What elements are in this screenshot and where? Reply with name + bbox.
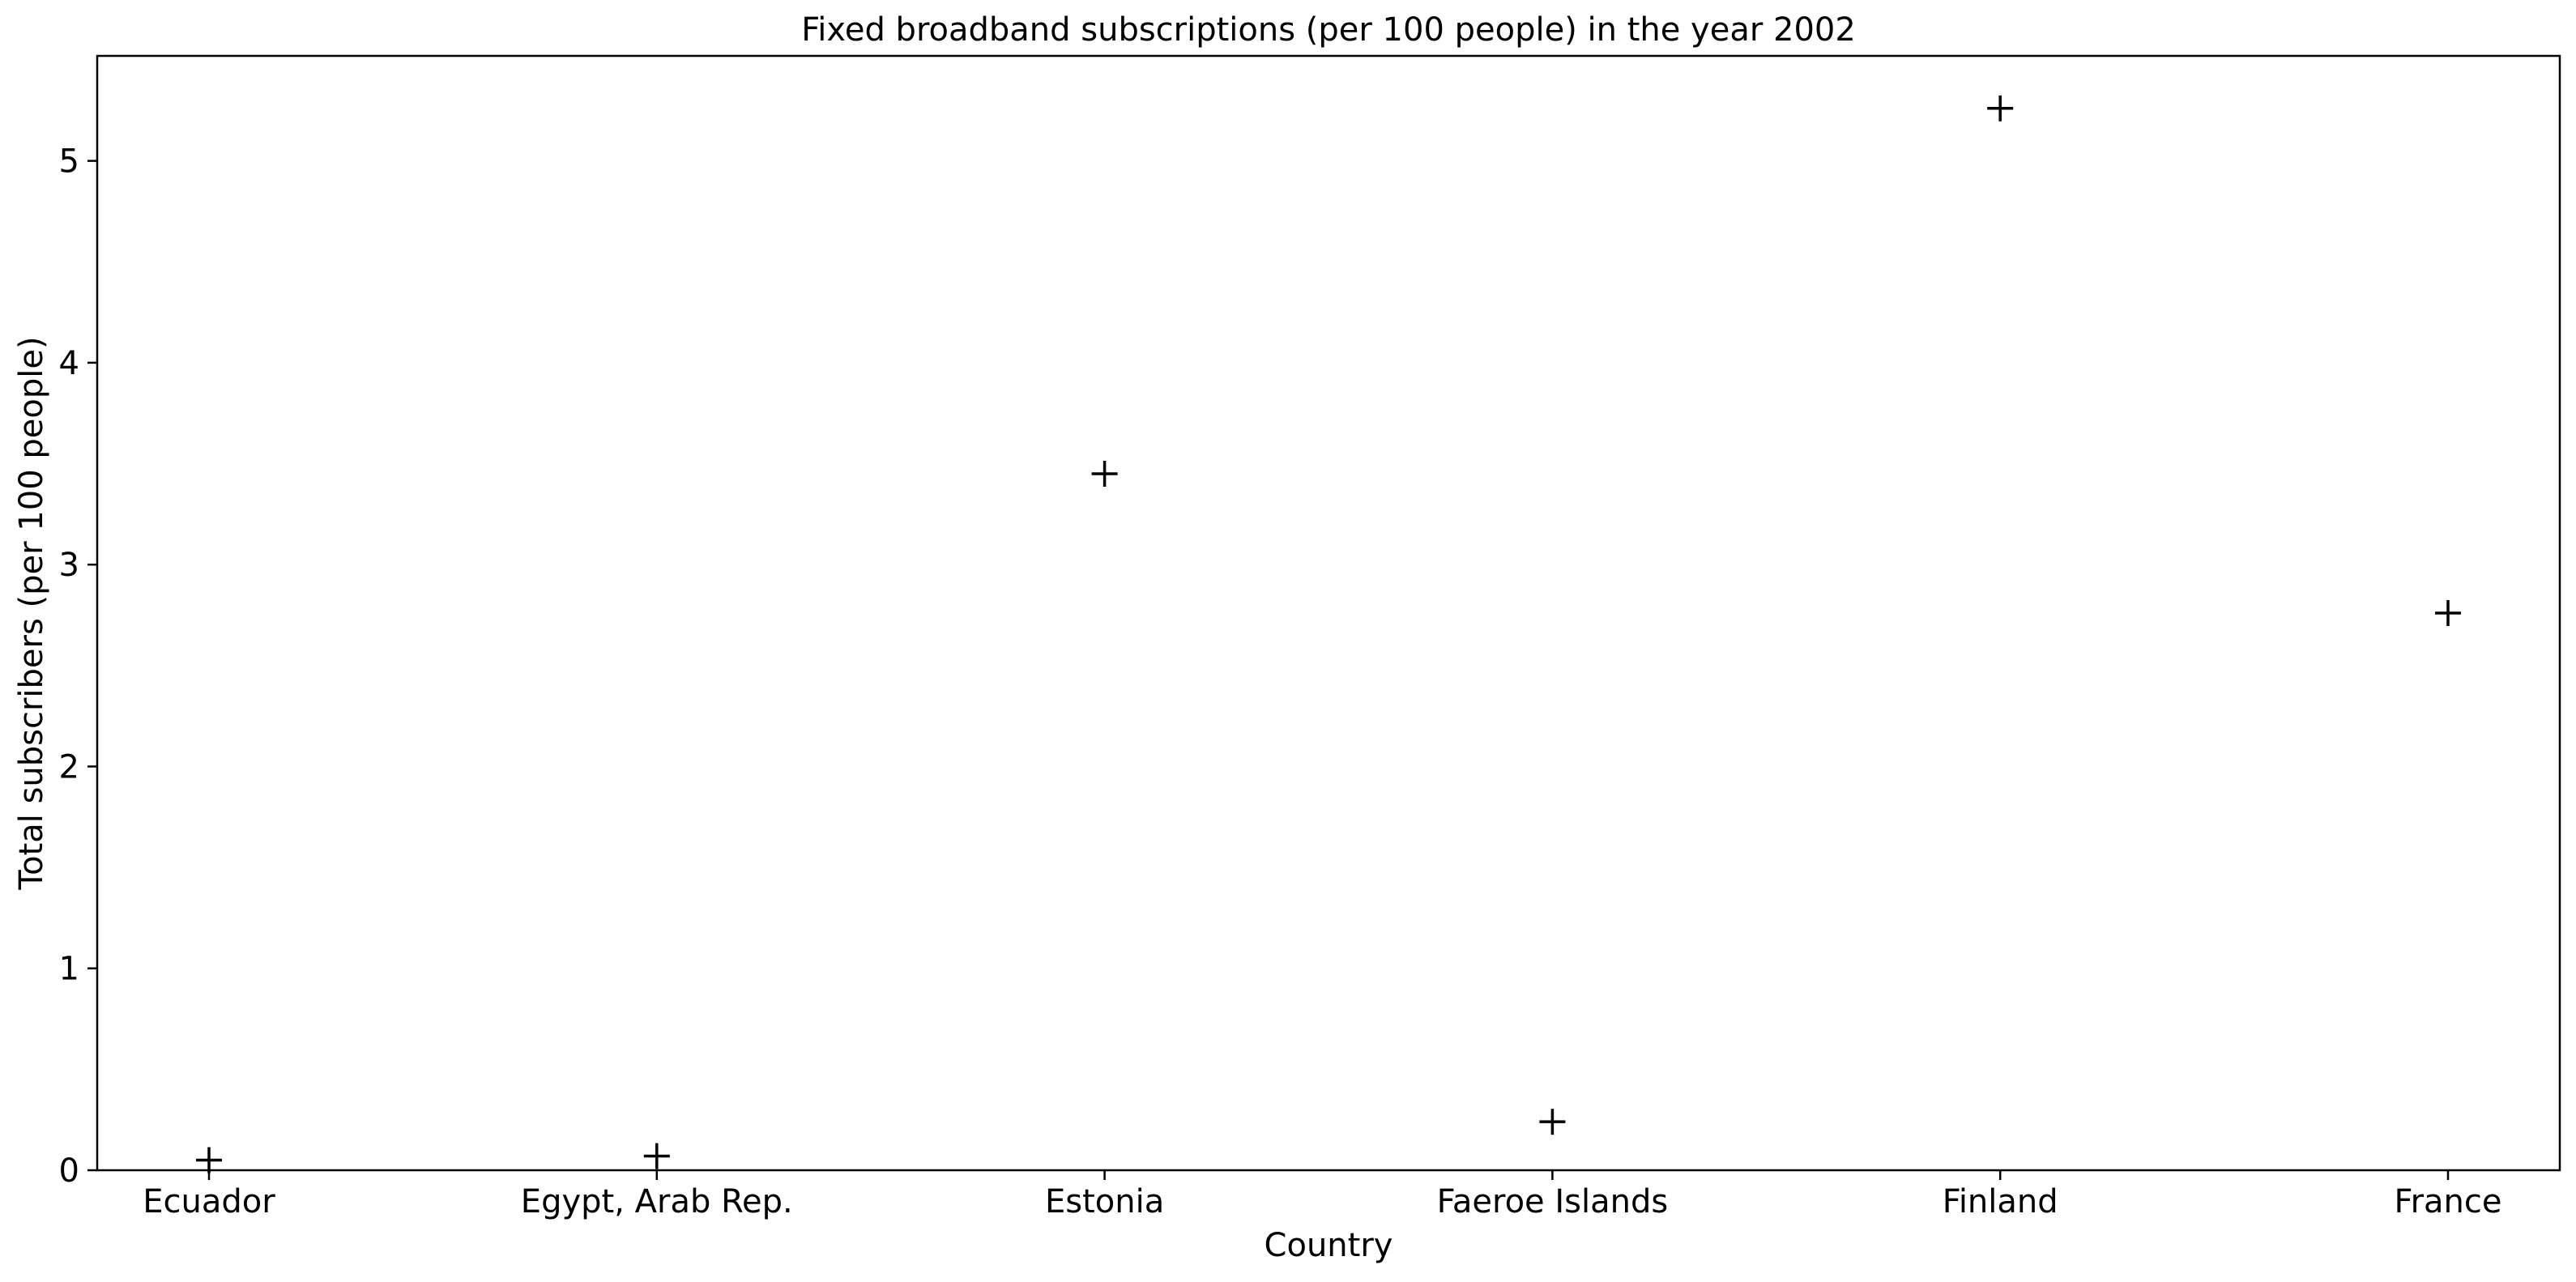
x-axis-ticks: Ecuador Egypt, Arab Rep. Estonia Faeroe Isl… — [143, 1170, 2502, 1220]
chart-title: Fixed broadband subscriptions (per 100 p… — [801, 11, 1856, 49]
data-point — [1539, 1109, 1566, 1135]
data-point — [196, 1147, 222, 1173]
x-tick-label: Egypt, Arab Rep. — [521, 1183, 793, 1220]
y-tick-label: 3 — [59, 547, 79, 584]
x-tick-label: Ecuador — [143, 1183, 275, 1220]
x-tick-label: Finland — [1943, 1183, 2058, 1220]
x-axis-label: Country — [1265, 1227, 1393, 1264]
x-tick-label: Estonia — [1045, 1183, 1164, 1220]
y-axis-ticks: 0 1 2 3 4 5 — [59, 143, 97, 1190]
plot-frame — [96, 54, 2561, 1172]
y-tick-label: 1 — [59, 951, 79, 988]
data-point — [2435, 600, 2461, 626]
data-point — [1987, 95, 2014, 121]
y-tick-label: 4 — [59, 345, 79, 382]
x-tick-label: France — [2394, 1183, 2501, 1220]
y-axis-label: Total subscribers (per 100 people) — [13, 336, 50, 890]
data-point — [643, 1143, 670, 1169]
y-tick-label: 2 — [59, 748, 79, 786]
data-point — [1091, 461, 1118, 487]
y-tick-label: 5 — [59, 143, 79, 181]
data-points — [196, 95, 2461, 1173]
x-tick-label: Faeroe Islands — [1437, 1183, 1669, 1220]
y-tick-label: 0 — [59, 1152, 79, 1190]
